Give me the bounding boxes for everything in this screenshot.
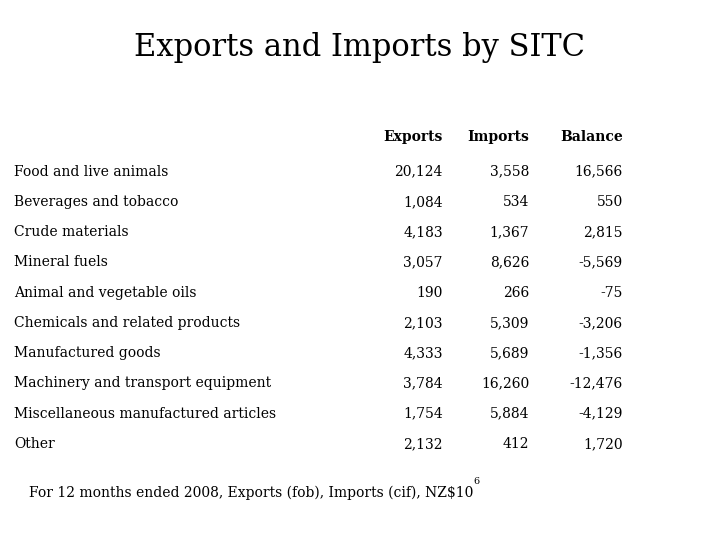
Text: Miscellaneous manufactured articles: Miscellaneous manufactured articles — [14, 407, 276, 421]
Text: 2,815: 2,815 — [583, 225, 623, 239]
Text: -1,356: -1,356 — [579, 346, 623, 360]
Text: -5,569: -5,569 — [579, 255, 623, 269]
Text: 20,124: 20,124 — [395, 165, 443, 179]
Text: 5,309: 5,309 — [490, 316, 529, 330]
Text: 16,260: 16,260 — [481, 376, 529, 390]
Text: Chemicals and related products: Chemicals and related products — [14, 316, 240, 330]
Text: 1,720: 1,720 — [583, 437, 623, 451]
Text: Balance: Balance — [560, 130, 623, 144]
Text: Manufactured goods: Manufactured goods — [14, 346, 161, 360]
Text: 4,333: 4,333 — [403, 346, 443, 360]
Text: 5,884: 5,884 — [490, 407, 529, 421]
Text: Mineral fuels: Mineral fuels — [14, 255, 108, 269]
Text: Exports and Imports by SITC: Exports and Imports by SITC — [135, 32, 585, 63]
Text: 3,558: 3,558 — [490, 165, 529, 179]
Text: -4,129: -4,129 — [578, 407, 623, 421]
Text: 4,183: 4,183 — [403, 225, 443, 239]
Text: 3,784: 3,784 — [403, 376, 443, 390]
Text: Exports: Exports — [384, 130, 443, 144]
Text: Food and live animals: Food and live animals — [14, 165, 168, 179]
Text: 1,754: 1,754 — [403, 407, 443, 421]
Text: -75: -75 — [600, 286, 623, 300]
Text: 1,084: 1,084 — [403, 195, 443, 209]
Text: Beverages and tobacco: Beverages and tobacco — [14, 195, 179, 209]
Text: Other: Other — [14, 437, 55, 451]
Text: Crude materials: Crude materials — [14, 225, 129, 239]
Text: 550: 550 — [597, 195, 623, 209]
Text: 16,566: 16,566 — [575, 165, 623, 179]
Text: Machinery and transport equipment: Machinery and transport equipment — [14, 376, 271, 390]
Text: 534: 534 — [503, 195, 529, 209]
Text: 5,689: 5,689 — [490, 346, 529, 360]
Text: For 12 months ended 2008, Exports (fob), Imports (cif), NZ$10: For 12 months ended 2008, Exports (fob),… — [29, 485, 473, 500]
Text: Imports: Imports — [467, 130, 529, 144]
Text: 6: 6 — [473, 477, 480, 486]
Text: 8,626: 8,626 — [490, 255, 529, 269]
Text: 3,057: 3,057 — [403, 255, 443, 269]
Text: Animal and vegetable oils: Animal and vegetable oils — [14, 286, 197, 300]
Text: 2,132: 2,132 — [403, 437, 443, 451]
Text: -3,206: -3,206 — [579, 316, 623, 330]
Text: 412: 412 — [503, 437, 529, 451]
Text: -12,476: -12,476 — [570, 376, 623, 390]
Text: 266: 266 — [503, 286, 529, 300]
Text: 2,103: 2,103 — [403, 316, 443, 330]
Text: 1,367: 1,367 — [490, 225, 529, 239]
Text: 190: 190 — [416, 286, 443, 300]
